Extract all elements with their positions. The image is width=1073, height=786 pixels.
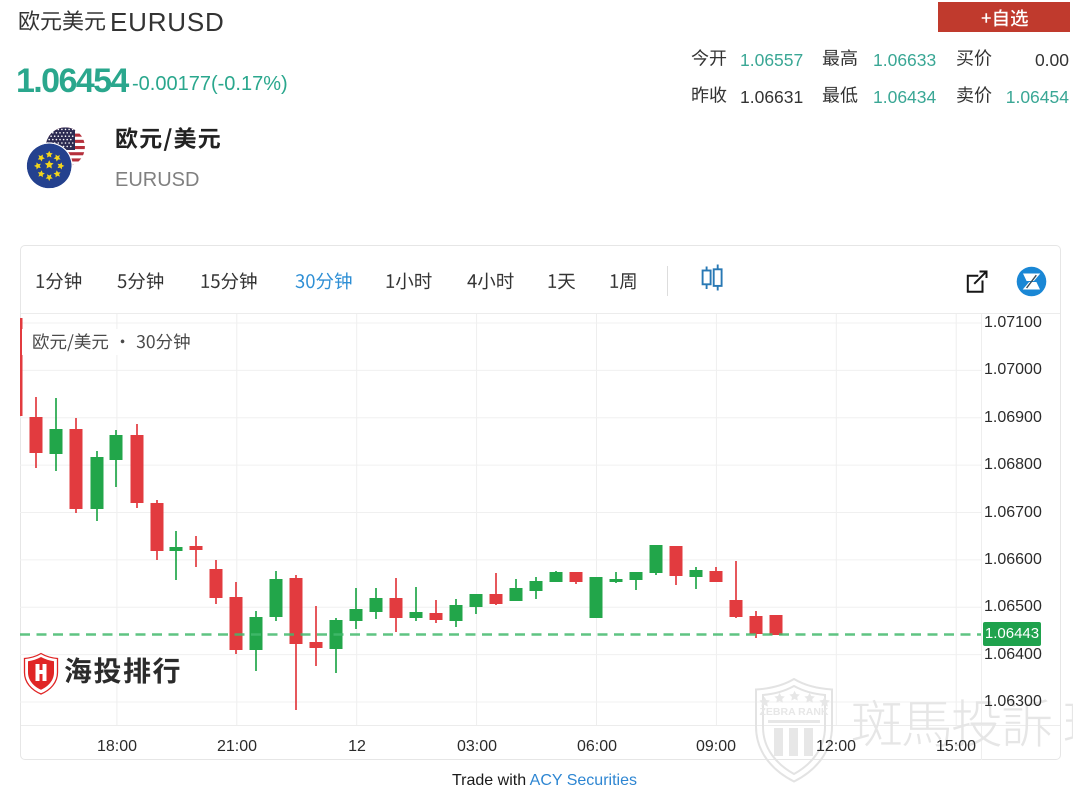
svg-text:ZEBRA RANK: ZEBRA RANK	[759, 706, 828, 718]
